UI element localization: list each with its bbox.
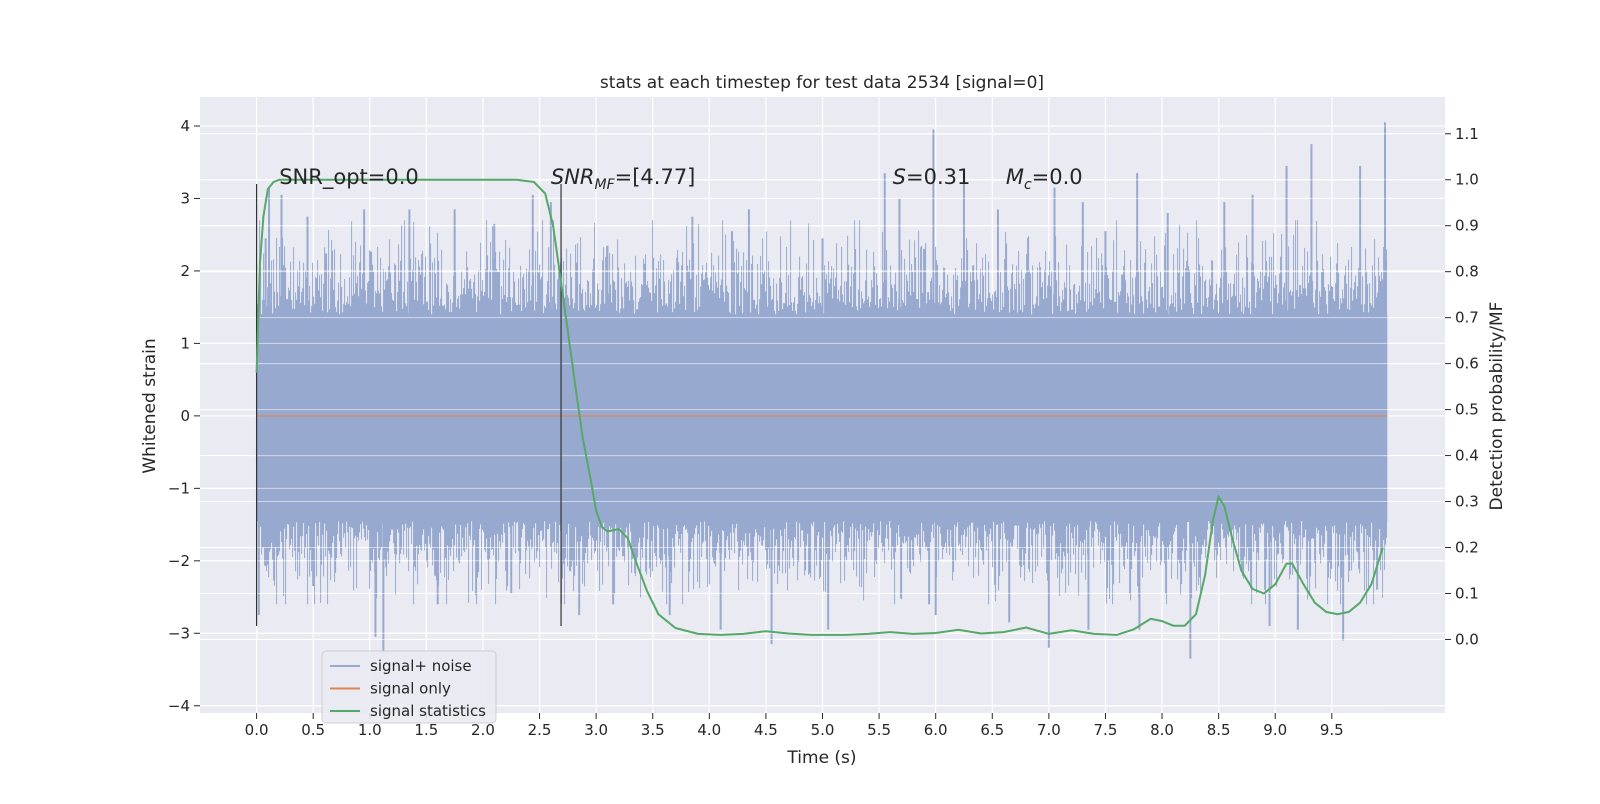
y-right-tick-label: 0.0: [1455, 630, 1479, 648]
legend-label: signal+ noise: [370, 657, 472, 675]
annotation-value: =0.0: [1032, 165, 1083, 189]
y-right-tick-label: 0.6: [1455, 355, 1479, 373]
x-tick-label: 0.5: [301, 721, 325, 739]
annotation-layer: SNR_opt=0.0 SNRMF=[4.77] S=0.31 Mc=0.0: [279, 165, 1082, 193]
y-right-axis-label: Detection probability/MF: [1487, 302, 1507, 511]
y-right-tick-label: 0.5: [1455, 401, 1479, 419]
line-layer: [255, 183, 1388, 627]
stat-layer: [255, 178, 1384, 636]
x-tick-label: 4.5: [754, 721, 778, 739]
y-tick-label: −2: [168, 552, 190, 570]
x-tick-label: 7.0: [1037, 721, 1061, 739]
x-tick-label: 1.5: [414, 721, 438, 739]
annotation-snr-mf: SNRMF=[4.77]: [551, 165, 696, 193]
y-right-tick-label: 0.7: [1455, 309, 1479, 327]
annotation-snr-opt: SNR_opt=0.0: [279, 165, 419, 190]
x-axis-label: Time (s): [786, 748, 856, 768]
x-tick-label: 5.5: [867, 721, 891, 739]
y-axis-label: Whitened strain: [140, 338, 160, 473]
annotation-mc-value: Mc=0.0: [1006, 165, 1083, 193]
legend-box: [321, 650, 497, 724]
legend-layer: signal+ noise signal only signal statistic…: [321, 650, 497, 724]
y-right-tick-label: 0.2: [1455, 539, 1479, 557]
annotation-variable: M: [1006, 165, 1024, 189]
x-tick-label: 6.5: [980, 721, 1004, 739]
y-right-tick-label: 0.4: [1455, 447, 1479, 465]
x-tick-label: 0.0: [245, 721, 269, 739]
legend-label: signal statistics: [370, 702, 486, 720]
annotation-variable: S: [893, 165, 906, 189]
y-right-tick-label: 1.0: [1455, 171, 1479, 189]
annotation-s-value: S=0.31: [893, 165, 971, 189]
y-right-tick-label: 0.8: [1455, 263, 1479, 281]
annotation-value: =[4.77]: [615, 165, 696, 189]
y-tick-label: 0: [180, 407, 190, 425]
y-right-tick-label: 0.3: [1455, 493, 1479, 511]
y-tick-label: 3: [180, 189, 190, 207]
y-right-tick-label: 1.1: [1455, 125, 1479, 143]
y-right-tick-label: 0.9: [1455, 217, 1479, 235]
annotation-subscript: MF: [595, 177, 616, 193]
x-tick-label: 3.0: [584, 721, 608, 739]
y-tick-label: 1: [180, 334, 190, 352]
chart-title: stats at each timestep for test data 253…: [600, 73, 1044, 93]
x-tick-label: 1.0: [358, 721, 382, 739]
x-tick-label: 2.0: [471, 721, 495, 739]
y-tick-label: −4: [168, 697, 190, 715]
x-tick-label: 9.0: [1263, 721, 1287, 739]
y-right-tick-label: 0.1: [1455, 584, 1479, 602]
x-tick-label: 8.5: [1207, 721, 1231, 739]
annotation-subscript: c: [1024, 177, 1032, 193]
annotation-variable: SNR: [551, 165, 595, 189]
axis-layer: 0.0 0.5 1.0 1.5 2.0 2.5 3.0 3.5 4.0 4.5 5.0 5.5 6.0 6…: [168, 117, 1479, 739]
x-tick-label: 8.0: [1150, 721, 1174, 739]
signal-statistics-line: [255, 178, 1384, 636]
x-tick-label: 9.5: [1320, 721, 1344, 739]
x-tick-label: 7.5: [1094, 721, 1118, 739]
x-tick-label: 5.0: [811, 721, 835, 739]
y-tick-label: 4: [180, 117, 190, 135]
x-tick-label: 4.0: [697, 721, 721, 739]
annotation-value: =0.31: [906, 165, 970, 189]
y-tick-label: −1: [168, 479, 190, 497]
y-tick-label: −3: [168, 624, 190, 642]
x-tick-label: 3.5: [641, 721, 665, 739]
legend-label: signal only: [370, 680, 451, 698]
x-tick-label: 6.0: [924, 721, 948, 739]
y-tick-label: 2: [180, 262, 190, 280]
x-tick-label: 2.5: [528, 721, 552, 739]
